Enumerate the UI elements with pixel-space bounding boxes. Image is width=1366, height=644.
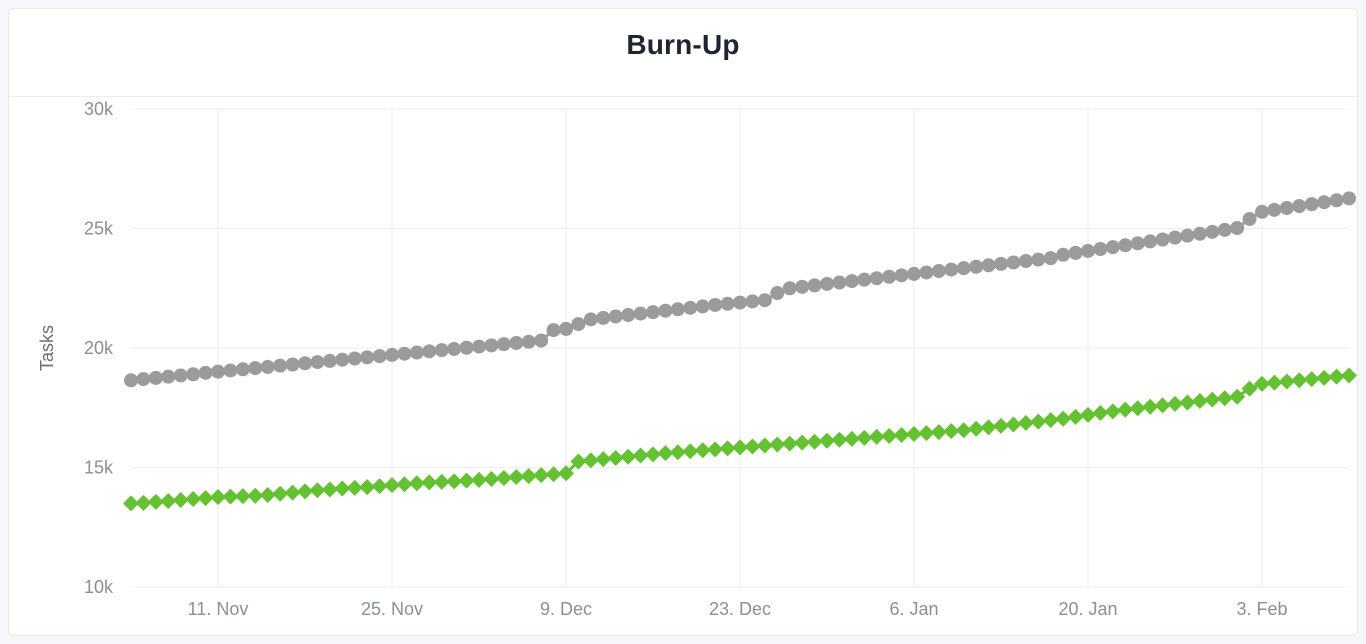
- x-tick-label: 3. Feb: [1236, 599, 1287, 619]
- y-tick-label: 25k: [84, 219, 114, 239]
- x-tick-label: 20. Jan: [1058, 599, 1117, 619]
- y-tick-label: 30k: [84, 99, 114, 119]
- chart-title: Burn-Up: [626, 29, 739, 61]
- x-tick-label: 6. Jan: [889, 599, 938, 619]
- chart-header: Burn-Up: [9, 9, 1357, 97]
- y-axis-label: Tasks: [37, 325, 57, 371]
- y-tick-label: 20k: [84, 338, 114, 358]
- chart-card: Burn-Up 10k 15k 20k 25k 30k 11. Nov 25. Nov 9. …: [8, 8, 1358, 636]
- burnup-chart: 10k 15k 20k 25k 30k 11. Nov 25. Nov 9. Dec 23. D…: [9, 97, 1358, 636]
- x-tick-label: 9. Dec: [540, 599, 592, 619]
- x-tick-label: 11. Nov: [188, 599, 249, 619]
- x-tick-label: 23. Dec: [709, 599, 771, 619]
- y-tick-label: 10k: [84, 577, 114, 597]
- y-tick-label: 15k: [84, 458, 114, 478]
- x-tick-label: 25. Nov: [361, 599, 423, 619]
